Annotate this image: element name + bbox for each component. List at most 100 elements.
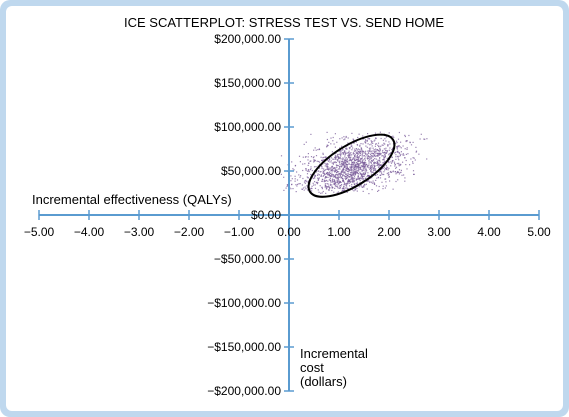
scatter-point <box>336 176 338 179</box>
scatter-point <box>291 178 293 180</box>
scatter-point <box>344 171 346 173</box>
scatter-point <box>334 185 336 187</box>
scatter-point <box>372 156 374 158</box>
scatter-point <box>374 150 376 152</box>
scatter-point <box>404 135 406 138</box>
scatter-point <box>386 172 388 175</box>
x-tick-label: −2.00 <box>174 225 205 239</box>
scatter-point <box>291 161 293 163</box>
scatter-point <box>384 155 386 157</box>
scatter-point <box>394 164 396 166</box>
scatter-point <box>317 189 319 191</box>
scatter-point <box>352 172 354 174</box>
scatter-point <box>348 156 350 158</box>
scatter-point <box>387 161 389 163</box>
scatter-point <box>337 191 339 193</box>
scatter-point <box>347 168 350 170</box>
scatter-point <box>280 155 283 157</box>
scatter-point <box>352 139 355 141</box>
scatter-point <box>347 181 349 183</box>
scatter-point <box>317 149 319 151</box>
scatter-point <box>359 185 361 187</box>
scatter-point <box>336 179 338 181</box>
chart-title: ICE SCATTERPLOT: STRESS TEST VS. SEND HO… <box>124 15 444 30</box>
scatter-point <box>355 163 357 165</box>
scatter-point <box>343 159 346 161</box>
scatter-point <box>342 170 344 173</box>
scatter-point <box>327 168 329 170</box>
scatter-point <box>348 169 350 171</box>
scatter-point <box>375 137 377 140</box>
scatter-point <box>364 169 366 171</box>
scatter-point <box>324 180 326 182</box>
scatter-point <box>374 158 376 160</box>
scatter-point <box>366 146 368 148</box>
scatter-point <box>338 183 340 185</box>
scatter-point <box>342 158 344 160</box>
scatter-point <box>307 159 309 161</box>
scatter-point <box>394 163 396 165</box>
scatter-point <box>352 152 354 154</box>
scatter-point <box>388 161 390 164</box>
scatter-point <box>366 163 368 166</box>
scatter-point <box>352 170 354 172</box>
scatter-point <box>323 172 325 175</box>
scatter-point <box>376 164 378 167</box>
scatter-point <box>398 162 400 164</box>
scatter-point <box>314 181 316 183</box>
scatter-point <box>342 180 344 182</box>
scatter-point <box>364 173 366 175</box>
scatter-point <box>355 161 357 164</box>
scatter-point <box>337 176 339 178</box>
scatter-point <box>301 184 303 186</box>
scatter-point <box>412 157 414 159</box>
scatter-point <box>327 176 329 178</box>
scatter-point <box>311 185 313 187</box>
scatter-point <box>345 176 347 178</box>
scatter-point <box>381 144 383 146</box>
scatter-point <box>349 179 351 181</box>
scatter-point <box>355 166 357 168</box>
scatter-point <box>322 152 324 154</box>
scatter-point <box>329 161 331 163</box>
scatter-point <box>360 143 362 145</box>
scatter-point <box>309 169 311 171</box>
scatter-point <box>350 164 352 166</box>
scatter-point <box>424 138 426 140</box>
scatter-point <box>352 147 354 149</box>
scatter-point <box>338 185 340 187</box>
scatter-point <box>360 176 362 178</box>
scatter-point <box>292 168 294 170</box>
scatter-point <box>389 152 391 154</box>
scatter-point <box>296 179 299 181</box>
scatter-point <box>372 159 375 161</box>
scatter-point <box>326 164 328 166</box>
scatter-point <box>361 148 363 151</box>
scatter-point <box>350 156 352 158</box>
scatter-point <box>338 176 340 178</box>
x-tick-label: 3.00 <box>427 225 451 239</box>
scatter-point <box>334 156 336 159</box>
scatter-point <box>373 168 375 170</box>
scatter-point <box>337 187 339 189</box>
scatter-point <box>330 160 332 162</box>
scatter-point <box>343 186 345 188</box>
scatter-point <box>366 170 368 172</box>
scatter-point <box>299 161 301 163</box>
x-tick-label: 0.00 <box>277 225 301 239</box>
scatter-point <box>404 157 406 159</box>
scatter-point <box>306 185 308 187</box>
scatter-point <box>406 140 408 142</box>
scatter-point <box>352 177 354 179</box>
scatter-point <box>314 184 316 186</box>
scatter-point <box>329 187 331 189</box>
scatter-point <box>335 185 337 188</box>
scatter-point <box>334 175 337 177</box>
scatter-point <box>303 143 305 145</box>
scatter-point <box>360 147 362 149</box>
scatter-point <box>355 171 357 173</box>
scatter-point <box>356 172 358 174</box>
scatter-point <box>420 133 422 135</box>
scatter-point <box>325 176 327 178</box>
scatter-point <box>381 151 384 153</box>
